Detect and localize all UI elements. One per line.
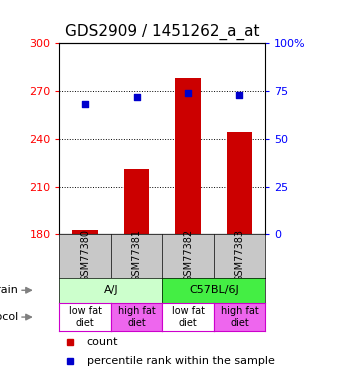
Point — [83, 101, 88, 107]
Point — [185, 90, 191, 96]
Text: high fat
diet: high fat diet — [221, 306, 258, 328]
Point — [237, 92, 242, 98]
Text: percentile rank within the sample: percentile rank within the sample — [87, 356, 275, 366]
Bar — [72, 230, 98, 234]
Text: low fat
diet: low fat diet — [172, 306, 205, 328]
Text: C57BL/6J: C57BL/6J — [189, 285, 239, 295]
Bar — [227, 132, 252, 234]
Text: GSM77382: GSM77382 — [183, 230, 193, 282]
Text: high fat
diet: high fat diet — [118, 306, 155, 328]
Title: GDS2909 / 1451262_a_at: GDS2909 / 1451262_a_at — [65, 24, 260, 40]
Text: protocol: protocol — [0, 312, 18, 322]
Bar — [124, 169, 150, 234]
Text: strain: strain — [0, 285, 18, 295]
Text: A/J: A/J — [104, 285, 118, 295]
Point — [134, 94, 139, 100]
Text: low fat
diet: low fat diet — [69, 306, 102, 328]
Text: GSM77383: GSM77383 — [235, 230, 244, 282]
Text: count: count — [87, 338, 118, 347]
Text: GSM77380: GSM77380 — [80, 230, 90, 282]
Bar — [175, 78, 201, 234]
Text: GSM77381: GSM77381 — [132, 230, 142, 282]
